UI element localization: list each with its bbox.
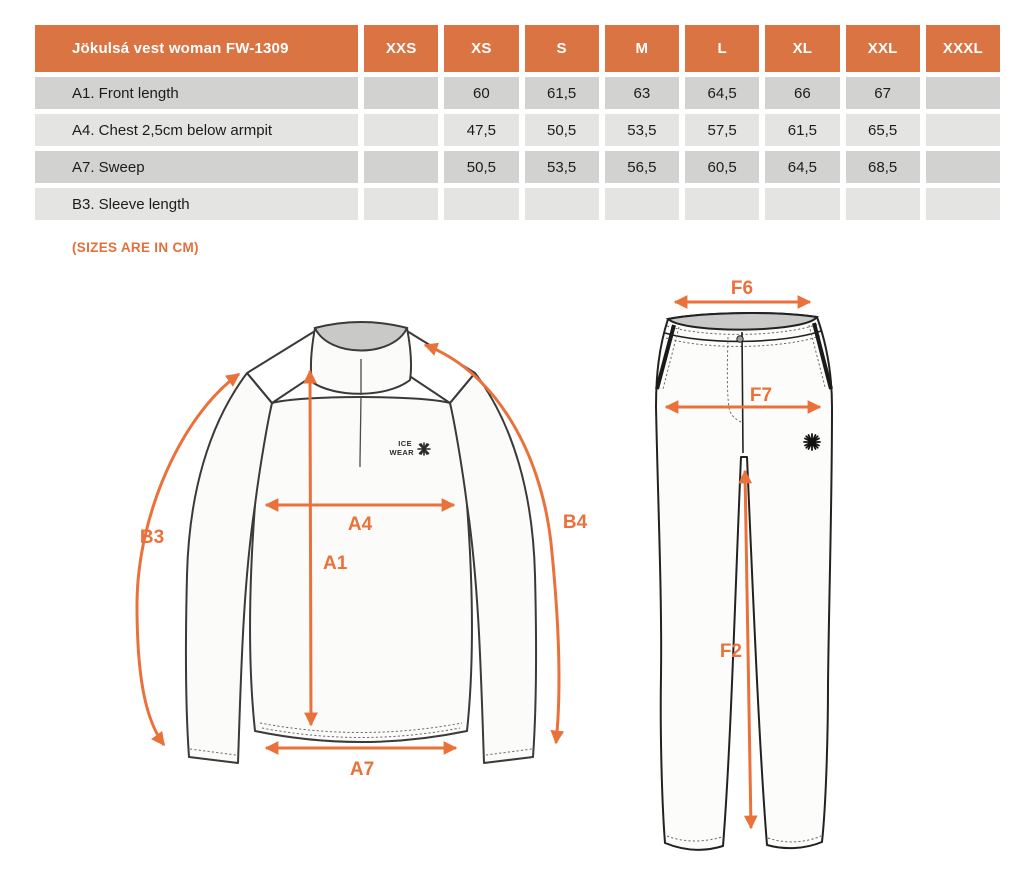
size-cell [524,188,599,220]
column-header-l: L [685,25,760,72]
size-cell [925,114,1000,146]
size-cell: 50,5 [444,151,519,183]
size-cell: 53,5 [524,151,599,183]
size-cell [685,188,760,220]
size-cell: 67 [845,77,920,109]
pullover-measurement-diagram: ICE WEAR B3 A4 A1 B4 A7 [135,321,588,780]
size-cell [925,188,1000,220]
label-a1: A1 [323,553,348,574]
pullover-body [249,396,473,743]
waistband-stitching [665,323,821,347]
column-header-xl: XL [765,25,840,72]
size-cell [444,188,519,220]
pocket-openings [655,322,833,390]
size-cell [765,188,840,220]
size-cell [925,151,1000,183]
logo-text-ice: ICE [398,439,412,448]
pants-measurement-arrows: F6 F7 F2 [664,278,822,830]
pullover-measurement-arrows: B3 A4 A1 B4 A7 [135,342,588,780]
waist-button [736,335,744,343]
label-a7: A7 [350,759,374,780]
size-cell [364,77,439,109]
size-cell [925,77,1000,109]
label-f6: F6 [731,278,753,299]
column-header-s: S [524,25,599,72]
row-label: B3. Sleeve length [35,188,358,220]
logo-text-wear: WEAR [389,448,414,457]
column-header-xxl: XXL [845,25,920,72]
table-title: Jökulsá vest woman FW-1309 [35,25,358,72]
size-table: Jökulsá vest woman FW-1309 XXS XS S M L XL XXL X… [35,25,1000,220]
size-cell: 64,5 [765,151,840,183]
pants-body [655,312,833,851]
pants-line-art [655,312,833,851]
arrow-b4 [423,342,565,745]
size-cell: 60 [444,77,519,109]
row-label: A4. Chest 2,5cm below armpit [35,114,358,146]
size-cell [364,114,439,146]
size-cell [845,188,920,220]
size-cell: 60,5 [685,151,760,183]
column-header-xxs: XXS [364,25,439,72]
size-cell: 61,5 [524,77,599,109]
pants-measurement-diagram: F6 F7 F2 [655,278,833,851]
arrow-b3 [135,372,241,747]
size-cell: 50,5 [524,114,599,146]
label-a4: A4 [348,514,373,535]
size-cell: 64,5 [685,77,760,109]
pocket-stitching [662,324,826,390]
size-cell: 47,5 [444,114,519,146]
column-header-xxxl: XXXL [925,25,1000,72]
size-cell: 68,5 [845,151,920,183]
waistband-seam [664,330,822,343]
pullover-line-art: ICE WEAR [184,321,538,764]
size-cell: 56,5 [604,151,679,183]
arrow-a1 [303,369,318,727]
waistband-opening [665,312,819,331]
size-cell [364,151,439,183]
pants-snowflake-icon [803,433,821,451]
sizes-in-cm-note: (SIZES ARE IN CM) [72,240,199,255]
size-cell: 65,5 [845,114,920,146]
label-b3: B3 [140,527,164,548]
row-label: A7. Sweep [35,151,358,183]
label-b4: B4 [563,512,588,533]
size-cell [604,188,679,220]
size-cell: 53,5 [604,114,679,146]
column-header-m: M [604,25,679,72]
size-cell [364,188,439,220]
size-cell: 63 [604,77,679,109]
row-label: A1. Front length [35,77,358,109]
size-cell: 57,5 [685,114,760,146]
fly-stitching [726,336,742,423]
label-f2: F2 [720,641,742,662]
pants-cuff-stitching [666,835,822,843]
zipper-line [359,359,362,467]
size-cell: 61,5 [765,114,840,146]
fly-line [741,331,744,454]
label-f7: F7 [750,385,772,406]
logo-snowflake-icon [417,442,431,456]
collar-opening [313,321,409,352]
arrow-f2 [738,469,758,830]
column-header-xs: XS [444,25,519,72]
cuff-stitching [189,748,533,756]
size-cell: 66 [765,77,840,109]
